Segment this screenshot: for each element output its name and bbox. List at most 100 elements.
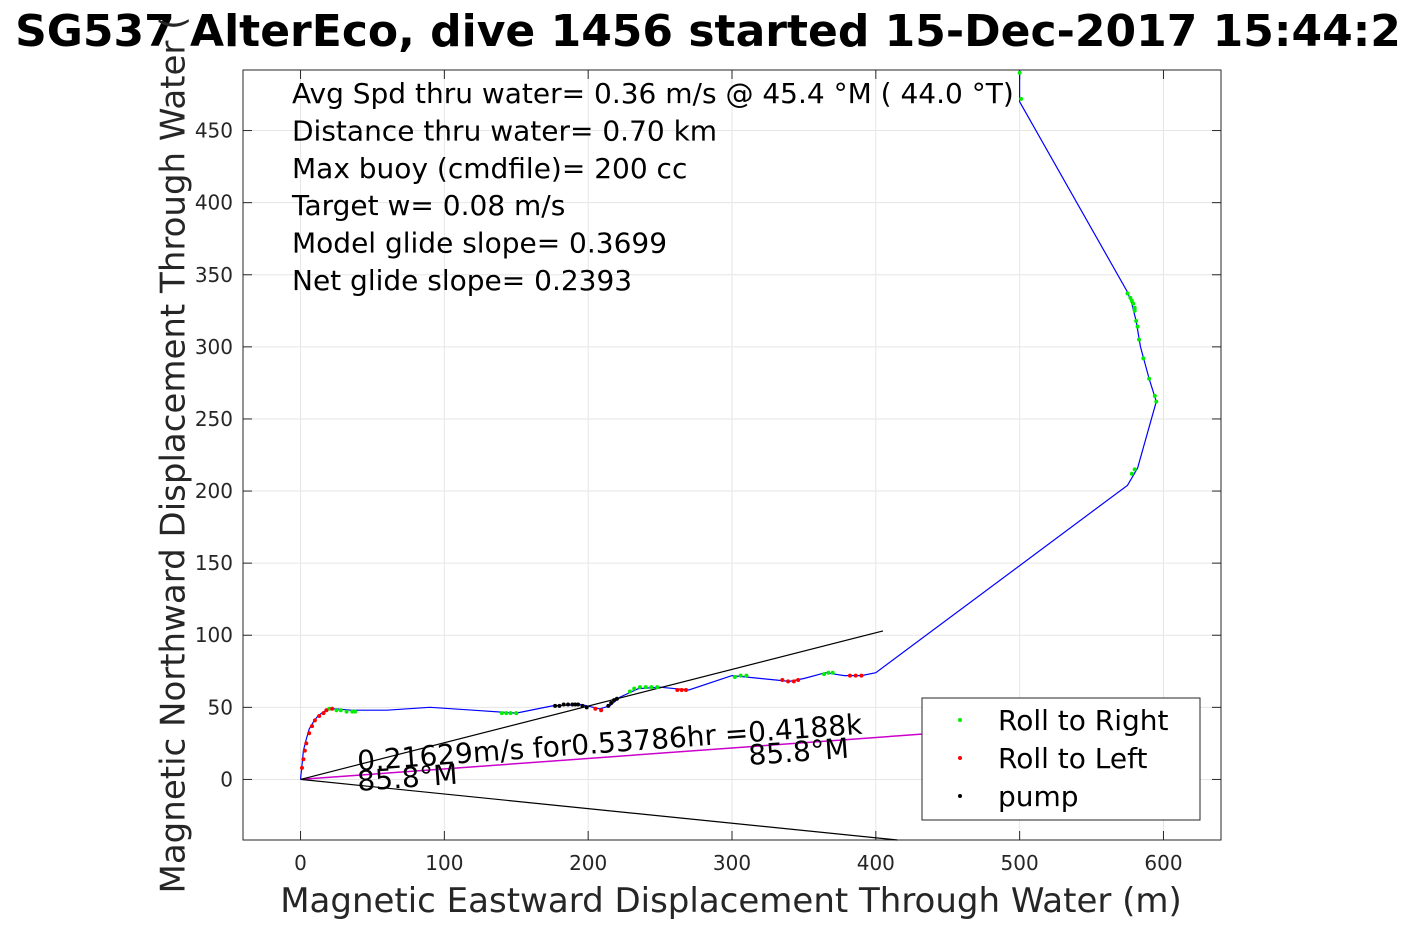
point-roll-to-left xyxy=(307,731,311,735)
annotation-line: Target w= 0.08 m/s xyxy=(291,189,565,222)
point-roll-to-right xyxy=(339,708,343,712)
point-roll-to-right xyxy=(1141,356,1145,360)
point-roll-to-right xyxy=(831,671,835,675)
point-roll-to-left xyxy=(854,674,858,678)
point-roll-to-left xyxy=(796,678,800,682)
y-tick-label: 100 xyxy=(195,623,233,647)
legend-label: pump xyxy=(998,780,1079,813)
point-roll-to-right xyxy=(632,687,636,691)
point-roll-to-left xyxy=(310,724,314,728)
point-roll-to-left xyxy=(848,674,852,678)
point-roll-to-right xyxy=(1131,302,1135,306)
y-tick-label: 400 xyxy=(195,191,233,215)
point-roll-to-right xyxy=(655,685,659,689)
point-roll-to-left xyxy=(301,757,305,761)
annotation-line: Net glide slope= 0.2393 xyxy=(292,264,632,297)
x-tick-label: 100 xyxy=(425,851,463,875)
x-axis-label: Magnetic Eastward Displacement Through W… xyxy=(280,881,1182,921)
point-roll-to-right xyxy=(628,689,632,693)
point-roll-to-left xyxy=(304,741,308,745)
y-tick-label: 50 xyxy=(208,695,233,719)
chart-title: SG537 AlterEco, dive 1456 started 15-Dec… xyxy=(15,6,1401,57)
point-roll-to-right xyxy=(1137,338,1141,342)
point-roll-to-right xyxy=(1133,467,1137,471)
x-tick-label: 400 xyxy=(857,851,895,875)
point-roll-to-left xyxy=(593,707,597,711)
legend-label: Roll to Left xyxy=(998,742,1147,775)
point-roll-to-left xyxy=(317,714,321,718)
y-tick-label: 250 xyxy=(195,407,233,431)
point-roll-to-left xyxy=(324,708,328,712)
point-roll-to-left xyxy=(675,688,679,692)
point-pump xyxy=(580,704,584,708)
x-tick-label: 300 xyxy=(713,851,751,875)
point-roll-to-right xyxy=(1136,325,1140,329)
point-pump xyxy=(606,704,610,708)
y-tick-label: 150 xyxy=(195,551,233,575)
point-roll-to-right xyxy=(649,685,653,689)
point-roll-to-right xyxy=(1019,97,1023,101)
point-pump xyxy=(562,702,566,706)
point-roll-to-right xyxy=(500,711,504,715)
annotation-line: Distance thru water= 0.70 km xyxy=(292,114,717,147)
point-pump xyxy=(609,701,613,705)
point-roll-to-right xyxy=(822,672,826,676)
point-pump xyxy=(585,705,589,709)
point-roll-to-left xyxy=(322,711,326,715)
point-roll-to-left xyxy=(313,718,317,722)
point-roll-to-right xyxy=(345,710,349,714)
point-roll-to-right xyxy=(514,711,518,715)
point-roll-to-right xyxy=(733,675,737,679)
point-roll-to-right xyxy=(644,685,648,689)
point-roll-to-right xyxy=(1154,400,1158,404)
point-roll-to-left xyxy=(330,707,334,711)
point-pump xyxy=(615,697,619,701)
point-roll-to-right xyxy=(334,708,338,712)
point-roll-to-left xyxy=(684,688,688,692)
x-tick-label: 500 xyxy=(1001,851,1039,875)
point-roll-to-right xyxy=(1130,472,1134,476)
point-roll-to-left xyxy=(300,766,304,770)
annotation-line: Model glide slope= 0.3699 xyxy=(292,227,667,260)
point-roll-to-left xyxy=(303,749,307,753)
annotation-line: Max buoy (cmdfile)= 200 cc xyxy=(292,152,687,185)
point-roll-to-right xyxy=(1134,319,1138,323)
y-tick-label: 0 xyxy=(220,767,233,791)
point-roll-to-left xyxy=(680,688,684,692)
y-tick-label: 450 xyxy=(195,119,233,143)
y-tick-label: 200 xyxy=(195,479,233,503)
point-roll-to-right xyxy=(1018,71,1022,75)
point-pump xyxy=(553,704,557,708)
y-tick-label: 350 xyxy=(195,263,233,287)
point-pump xyxy=(566,702,570,706)
x-tick-label: 200 xyxy=(569,851,607,875)
legend-label: Roll to Right xyxy=(998,704,1169,737)
point-roll-to-left xyxy=(792,679,796,683)
point-roll-to-right xyxy=(1147,377,1151,381)
point-roll-to-right xyxy=(353,710,357,714)
point-roll-to-right xyxy=(1133,309,1137,313)
point-roll-to-right xyxy=(1126,292,1130,296)
point-roll-to-right xyxy=(1153,394,1157,398)
legend-marker xyxy=(958,718,962,722)
point-roll-to-right xyxy=(504,711,508,715)
point-pump xyxy=(557,704,561,708)
point-roll-to-right xyxy=(826,671,830,675)
x-tick-label: 0 xyxy=(294,851,307,875)
point-roll-to-left xyxy=(859,674,863,678)
legend-marker xyxy=(958,756,962,760)
annotation-line: Avg Spd thru water= 0.36 m/s @ 45.4 °M (… xyxy=(292,77,1014,110)
point-roll-to-left xyxy=(780,678,784,682)
legend: Roll to Right Roll to Left pump xyxy=(922,698,1200,820)
point-roll-to-right xyxy=(509,711,513,715)
point-roll-to-left xyxy=(786,679,790,683)
legend-marker xyxy=(958,794,962,798)
point-roll-to-right xyxy=(739,674,743,678)
x-tick-label: 600 xyxy=(1144,851,1182,875)
y-axis-label: Magnetic Northward Displacement Through … xyxy=(154,17,194,894)
y-tick-label: 300 xyxy=(195,335,233,359)
point-roll-to-right xyxy=(744,674,748,678)
point-pump xyxy=(576,702,580,706)
point-roll-to-left xyxy=(599,708,603,712)
